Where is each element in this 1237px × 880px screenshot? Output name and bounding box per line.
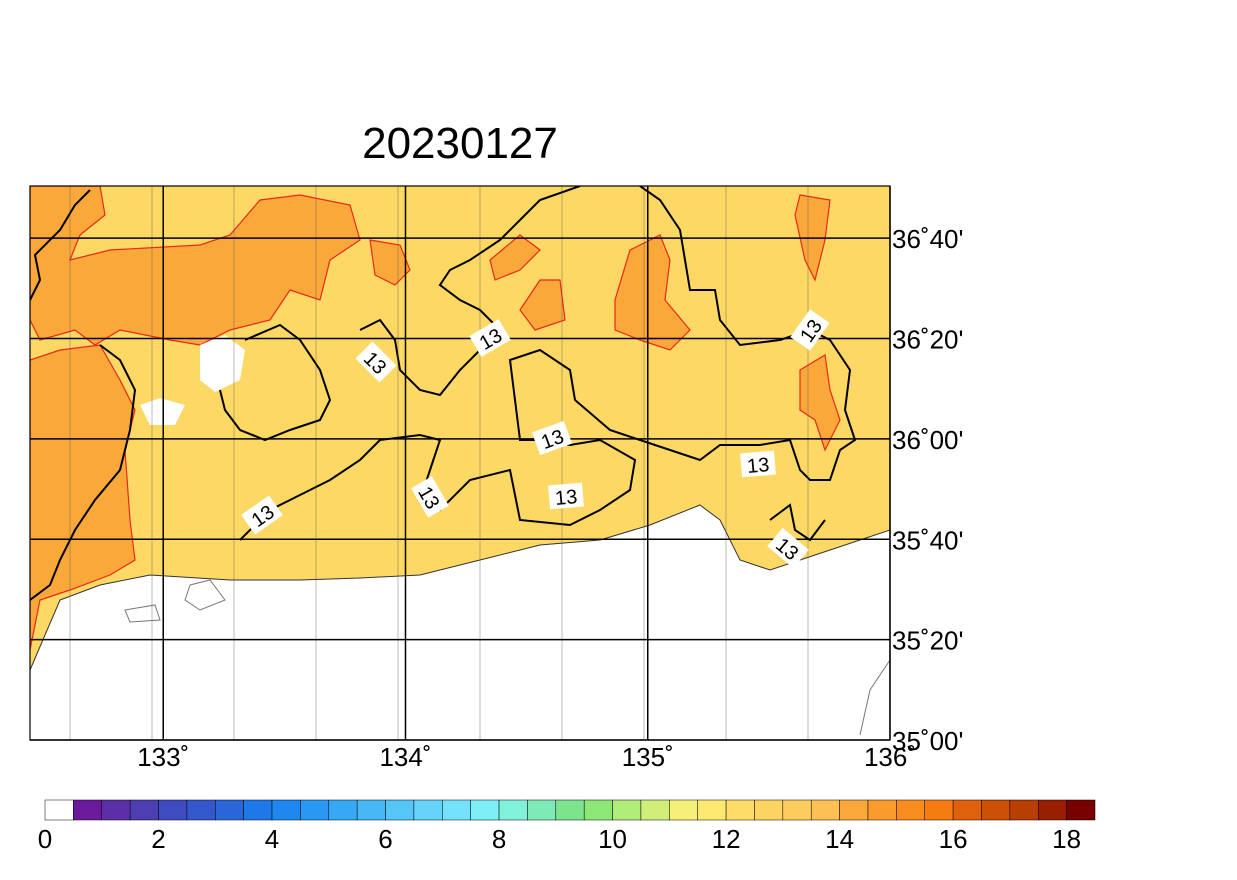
colorbar-box — [328, 799, 358, 821]
contour-line — [769, 503, 826, 542]
coastline-segment — [859, 659, 890, 736]
colorbar-tick-label: 4 — [265, 824, 279, 854]
colorbar-box — [470, 799, 500, 821]
coastline — [124, 579, 890, 736]
colorbar-box — [73, 799, 103, 821]
contour-label-bg — [531, 420, 573, 456]
colorbar-tick-label: 12 — [712, 824, 741, 854]
colorbar-box — [952, 799, 982, 821]
lat-tick-label: 36˚40' — [892, 224, 963, 254]
lat-tick-label: 36˚20' — [892, 325, 963, 355]
lon-tick-label: 135˚ — [622, 742, 674, 772]
contour-label-bg — [241, 495, 283, 535]
colorbar-box — [527, 799, 557, 821]
colorbar-box — [271, 799, 301, 821]
colorbar-box — [612, 799, 642, 821]
contour-label: 13 — [548, 482, 584, 510]
lat-tick-label: 36˚00' — [892, 425, 963, 455]
lat-tick-label: 35˚00' — [892, 726, 963, 756]
colorbar-box — [1009, 799, 1039, 821]
contour-label-bg — [767, 527, 809, 569]
white-island — [200, 335, 245, 392]
colorbar-tick-label: 16 — [939, 824, 968, 854]
colorbar-box — [356, 799, 386, 821]
colorbar-box — [839, 799, 869, 821]
orange-region — [369, 239, 411, 286]
map-title: 20230127 — [362, 119, 558, 168]
colorbar-tick-label: 8 — [492, 824, 506, 854]
colorbar-tick-label: 6 — [378, 824, 392, 854]
colorbar-box — [498, 799, 528, 821]
contour-label: 13 — [531, 420, 573, 456]
colorbar-box — [158, 799, 188, 821]
contour-label-bg — [469, 319, 511, 357]
colorbar-box — [413, 799, 443, 821]
colorbar-box — [442, 799, 471, 821]
colorbar-box — [640, 799, 670, 821]
colorbar-box — [896, 799, 925, 821]
contour-label: 13 — [740, 450, 776, 478]
colorbar-box — [555, 799, 585, 821]
contour-line — [359, 186, 581, 397]
contour-line — [30, 344, 137, 601]
lon-tick-label: 136˚ — [864, 742, 916, 772]
colorbar-box — [754, 799, 784, 821]
lon-tick-label: 133˚ — [137, 742, 189, 772]
coastline-island — [124, 604, 161, 623]
orange-region — [519, 279, 566, 331]
colorbar-box — [385, 799, 415, 821]
colorbar-tick-label: 10 — [598, 824, 627, 854]
colorbar-box — [669, 799, 698, 821]
colorbar-box — [725, 799, 755, 821]
colorbar-box — [215, 799, 244, 821]
colorbar-box — [981, 799, 1011, 821]
contour-line — [219, 323, 332, 442]
colorbar-box — [697, 799, 727, 821]
grid: 133˚ 134˚ 135˚ 136˚35˚00' 35˚20' 35˚40' 36˚00'… — [30, 186, 963, 772]
coastline-island — [184, 579, 226, 611]
colorbar-tick-label: 14 — [825, 824, 854, 854]
colorbar-box — [300, 799, 330, 821]
colorbar: 0 2 4 6 8 10 12 14 16 18 — [38, 799, 1096, 854]
contour-label-text: 13 — [746, 454, 770, 478]
orange-region — [614, 234, 691, 351]
colorbar-box — [867, 799, 897, 821]
colorbar-box — [810, 799, 840, 821]
contour-label-text: 13 — [554, 486, 578, 510]
colorbar-box — [243, 799, 273, 821]
colorbar-box — [1037, 799, 1067, 821]
orange-region — [489, 234, 541, 281]
colorbar-tick-label: 0 — [38, 824, 52, 854]
contour-label-bg — [740, 450, 776, 478]
colorbar-box — [129, 799, 159, 821]
contour-label-bg — [411, 476, 449, 518]
orange-region — [799, 354, 841, 452]
contour-label-bg — [790, 309, 830, 351]
sea-land-mask — [30, 504, 890, 740]
contour-label-bg — [548, 482, 584, 510]
map-frame — [29, 185, 891, 741]
contour-label-bg — [355, 341, 397, 383]
colorbar-tick-label: 18 — [1052, 824, 1081, 854]
lat-tick-label: 35˚40' — [892, 525, 963, 555]
colorbar-box — [186, 799, 216, 821]
colorbar-box — [1066, 799, 1096, 821]
colorbar-tick-label: 2 — [151, 824, 165, 854]
colorbar-box — [583, 799, 613, 821]
contour-line — [30, 189, 91, 301]
colorbar-box — [101, 799, 131, 821]
colorbar-box — [44, 799, 74, 821]
colorbar-box — [782, 799, 812, 821]
lon-tick-label: 134˚ — [379, 742, 431, 772]
lat-tick-label: 35˚20' — [892, 626, 963, 656]
colorbar-box — [924, 799, 954, 821]
